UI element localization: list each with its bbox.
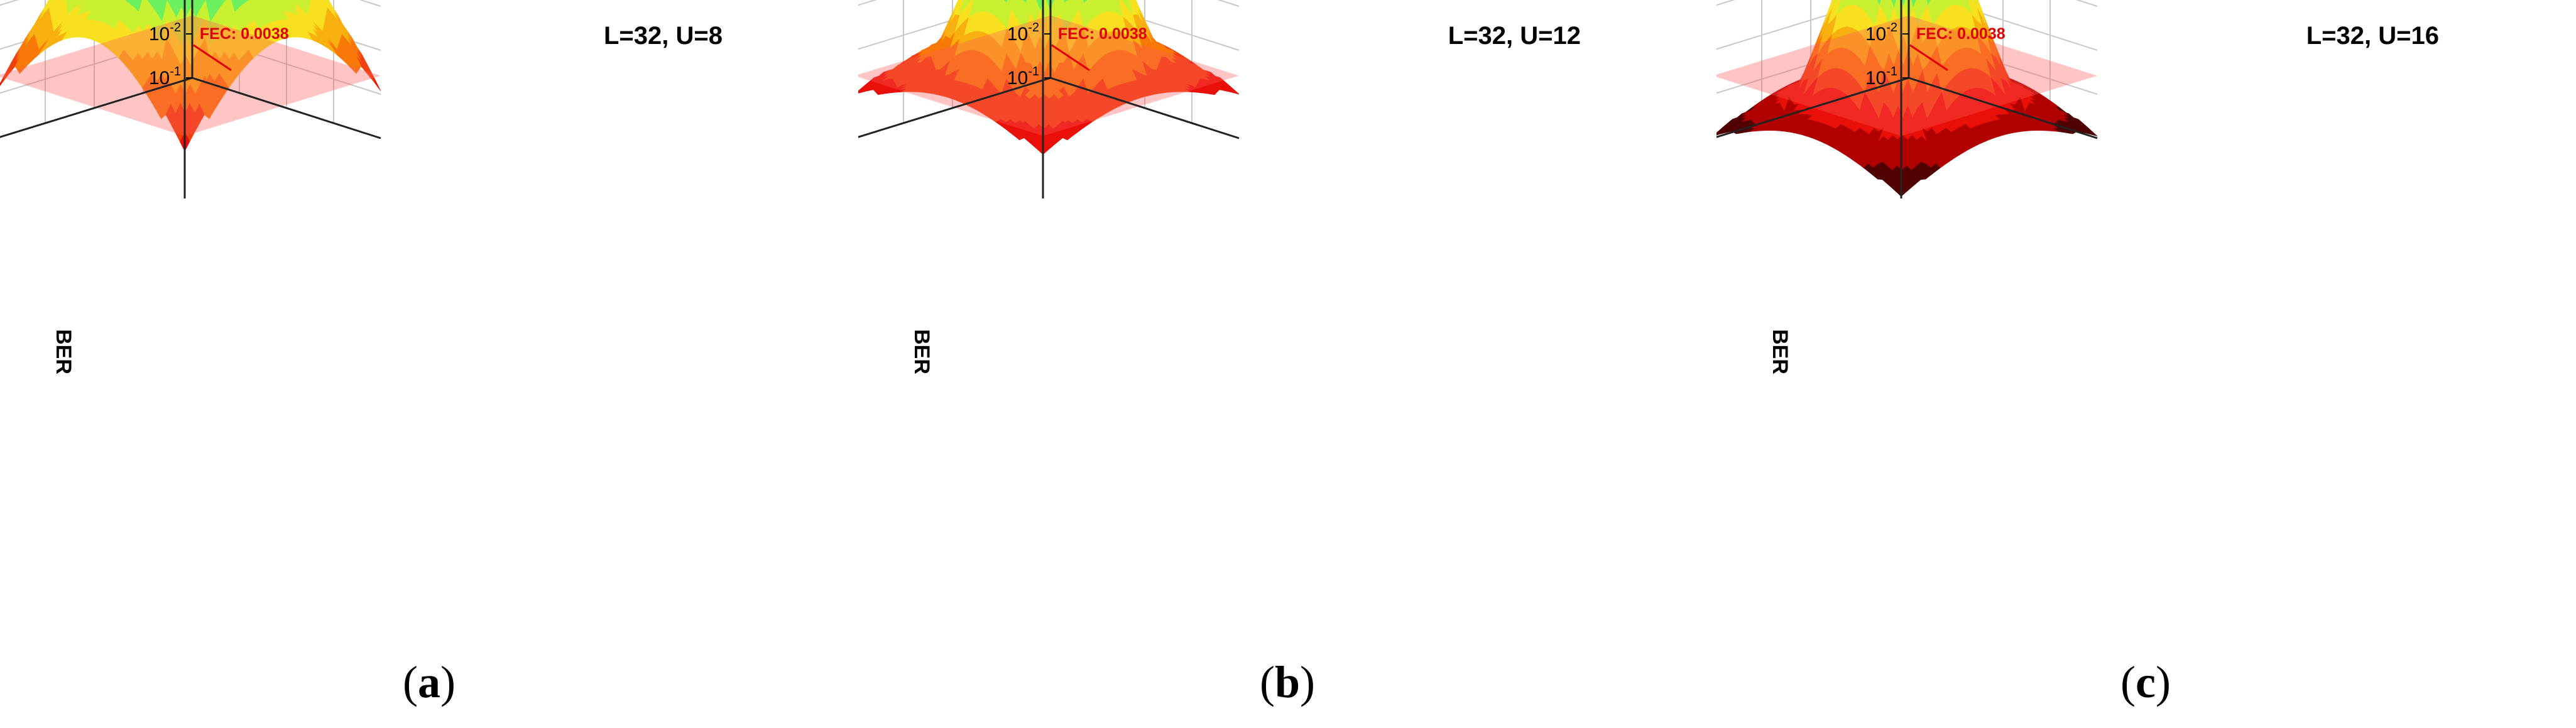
- fec-arrow: [193, 44, 232, 72]
- fec-threshold-plane: [858, 15, 1239, 136]
- z-axis-title: BER: [910, 329, 934, 374]
- panel-b: 10-810-710-610-510-410-310-210-1BER-2.0-…: [858, 0, 1716, 728]
- surface-plot-a: 10-810-710-610-510-410-310-210-1BER-2.0-…: [0, 0, 723, 374]
- panel-label-a: (a): [403, 657, 456, 707]
- z-tick-exponent: -1: [170, 65, 181, 79]
- axis-frame: [0, 0, 381, 198]
- z-tick-exponent: -1: [1886, 65, 1897, 79]
- z-axis-title: BER: [52, 329, 75, 374]
- z-tick-exponent: -2: [170, 21, 181, 35]
- panel-label-c: (c): [2120, 657, 2171, 707]
- axis-frame: [858, 0, 1240, 198]
- ber-surface: [858, 0, 1240, 155]
- surface-plot-c: 10-810-710-610-510-410-310-210-1BER-2.0-…: [1716, 0, 2439, 374]
- z-tick-exponent: -1: [1028, 65, 1039, 79]
- axis-frame: [1716, 0, 2098, 198]
- z-tick-exponent: -2: [1028, 21, 1039, 35]
- fec-threshold-plane: [0, 15, 381, 136]
- z-tick-label: 10-3: [1865, 0, 1897, 1]
- plot-title: L=32, U=12: [1448, 22, 1581, 50]
- surface-plot-b: 10-810-710-610-510-410-310-210-1BER-2.0-…: [858, 0, 1581, 374]
- plot-title: L=32, U=16: [2306, 22, 2439, 50]
- ber-surface: [1716, 0, 2098, 197]
- fec-arrow: [1051, 44, 1090, 72]
- panel-a: 10-810-710-610-510-410-310-210-1BER-2.0-…: [0, 0, 858, 728]
- panel-letter-a: a: [418, 657, 440, 707]
- panel-label-b: (b): [1259, 657, 1315, 707]
- fec-threshold-plane: [1716, 15, 2097, 136]
- panel-c: 10-810-710-610-510-410-310-210-1BER-2.0-…: [1716, 0, 2575, 728]
- panel-letter-b: b: [1274, 657, 1301, 707]
- panel-letter-c: c: [2136, 657, 2156, 707]
- fec-arrow: [1909, 44, 1948, 72]
- ber-surface: [0, 0, 381, 152]
- fec-label: FEC: 0.0038: [1058, 25, 1147, 43]
- z-tick-label: 10-3: [1007, 0, 1039, 1]
- z-tick-label: 10-3: [149, 0, 181, 1]
- fec-label: FEC: 0.0038: [1916, 25, 2006, 43]
- fec-label: FEC: 0.0038: [200, 25, 289, 43]
- z-tick-exponent: -2: [1886, 21, 1897, 35]
- plot-title: L=32, U=8: [604, 22, 723, 50]
- z-axis-title: BER: [1768, 329, 1792, 374]
